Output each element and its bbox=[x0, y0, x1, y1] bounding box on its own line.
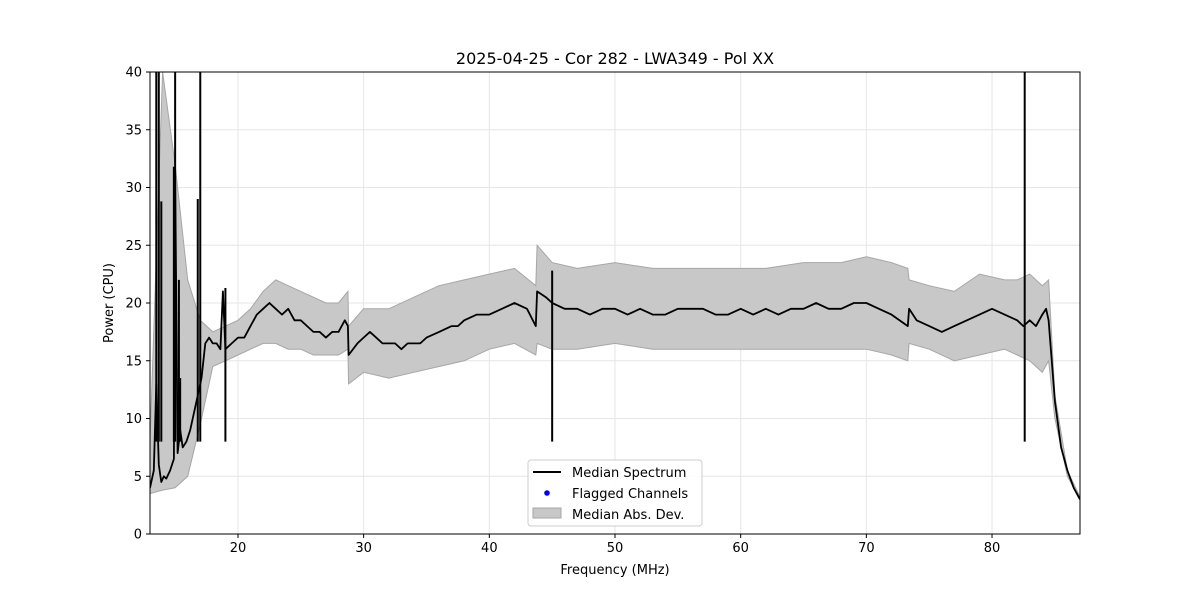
x-axis-label: Frequency (MHz) bbox=[560, 563, 669, 578]
y-axis-label: Power (CPU) bbox=[102, 263, 117, 343]
legend-flagged-label: Flagged Channels bbox=[572, 487, 688, 502]
legend-box bbox=[527, 459, 703, 527]
legend-mad-label: Median Abs. Dev. bbox=[572, 508, 684, 523]
legend: Median Spectrum Flagged Channels Median … bbox=[527, 459, 703, 527]
x-tick-label: 80 bbox=[984, 541, 1001, 556]
median-spectrum-line bbox=[150, 169, 1080, 500]
x-tick-label: 20 bbox=[230, 541, 247, 556]
y-tick-label: 0 bbox=[134, 528, 142, 543]
y-tick-label: 35 bbox=[125, 123, 142, 138]
y-tick-label: 5 bbox=[134, 470, 142, 485]
chart-title: 2025-04-25 - Cor 282 - LWA349 - Pol XX bbox=[456, 49, 774, 68]
legend-flagged-swatch bbox=[544, 490, 550, 496]
legend-median-label: Median Spectrum bbox=[572, 466, 686, 481]
y-tick-label: 20 bbox=[125, 297, 142, 312]
y-tick-label: 30 bbox=[125, 181, 142, 196]
y-tick-label: 10 bbox=[125, 412, 142, 427]
legend-mad-swatch bbox=[532, 507, 562, 519]
data-layer bbox=[150, 72, 1080, 500]
x-tick-label: 50 bbox=[607, 541, 624, 556]
x-tick-label: 70 bbox=[858, 541, 875, 556]
x-tick-label: 30 bbox=[355, 541, 372, 556]
y-tick-label: 25 bbox=[125, 239, 142, 254]
y-tick-label: 15 bbox=[125, 354, 142, 369]
x-tick-label: 60 bbox=[732, 541, 749, 556]
tick-layer: 20 30 40 50 60 70 80 0 5 10 15 20 25 30 35 40 bbox=[125, 66, 1000, 557]
x-tick-label: 40 bbox=[481, 541, 498, 556]
y-tick-label: 40 bbox=[125, 66, 142, 81]
